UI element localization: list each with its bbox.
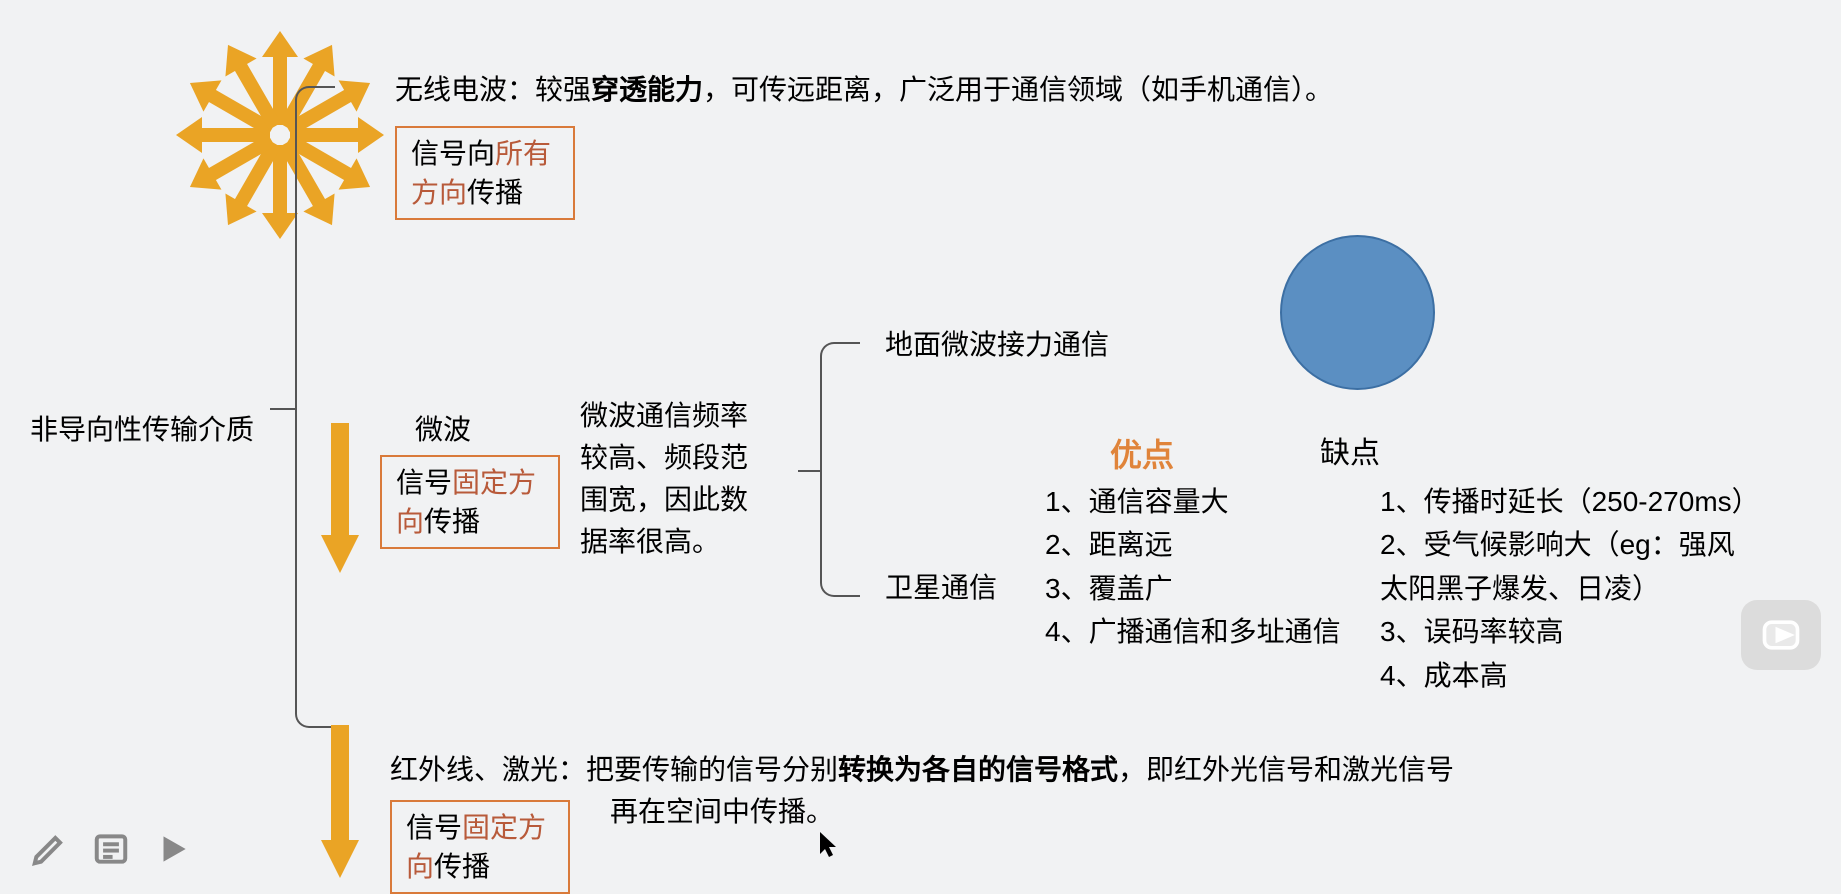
microwave-desc: 微波通信频率 较高、频段范 围宽，因此数 据率很高。 bbox=[580, 395, 748, 563]
arrow-down-icon bbox=[321, 725, 359, 883]
radio-box: 信号向所有方向传播 bbox=[395, 126, 575, 220]
microwave-title: 微波 bbox=[415, 410, 471, 451]
radio-text: 无线电波：较强穿透能力，可传远距离，广泛用于通信领域（如手机通信）。 bbox=[395, 70, 1333, 111]
starburst-icon bbox=[165, 20, 395, 250]
bottom-controls bbox=[30, 830, 192, 878]
next-icon[interactable] bbox=[154, 830, 192, 878]
pros-list: 1、通信容量大 2、距离远 3、覆盖广 4、广播通信和多址通信 bbox=[1045, 480, 1341, 654]
pen-icon[interactable] bbox=[30, 830, 68, 878]
infrared-box: 信号固定方向传播 bbox=[390, 800, 570, 894]
microwave-branch2: 卫星通信 bbox=[885, 568, 997, 609]
microwave-bracket-stem bbox=[798, 470, 820, 472]
cursor-icon bbox=[820, 832, 840, 864]
arrow-down-icon bbox=[321, 423, 359, 578]
cons-list: 1、传播时延长（250-270ms） 2、受气候影响大（eg：强风 太阳黑子爆发… bbox=[1380, 480, 1760, 697]
cons-title: 缺点 bbox=[1320, 432, 1380, 476]
main-bracket-stem bbox=[270, 408, 295, 410]
root-label: 非导向性传输介质 bbox=[30, 410, 254, 451]
pros-title: 优点 bbox=[1110, 432, 1174, 478]
list-icon[interactable] bbox=[92, 830, 130, 878]
play-badge[interactable] bbox=[1741, 600, 1821, 670]
infrared-text2: 再在空间中传播。 bbox=[610, 792, 834, 833]
main-bracket bbox=[295, 86, 335, 728]
microwave-bracket bbox=[820, 342, 860, 597]
infrared-text: 红外线、激光：把要传输的信号分别转换为各自的信号格式，即红外光信号和激光信号 bbox=[390, 750, 1454, 791]
microwave-branch1: 地面微波接力通信 bbox=[885, 325, 1109, 366]
satellite-circle-icon bbox=[1280, 235, 1435, 390]
microwave-box: 信号固定方向传播 bbox=[380, 455, 560, 549]
